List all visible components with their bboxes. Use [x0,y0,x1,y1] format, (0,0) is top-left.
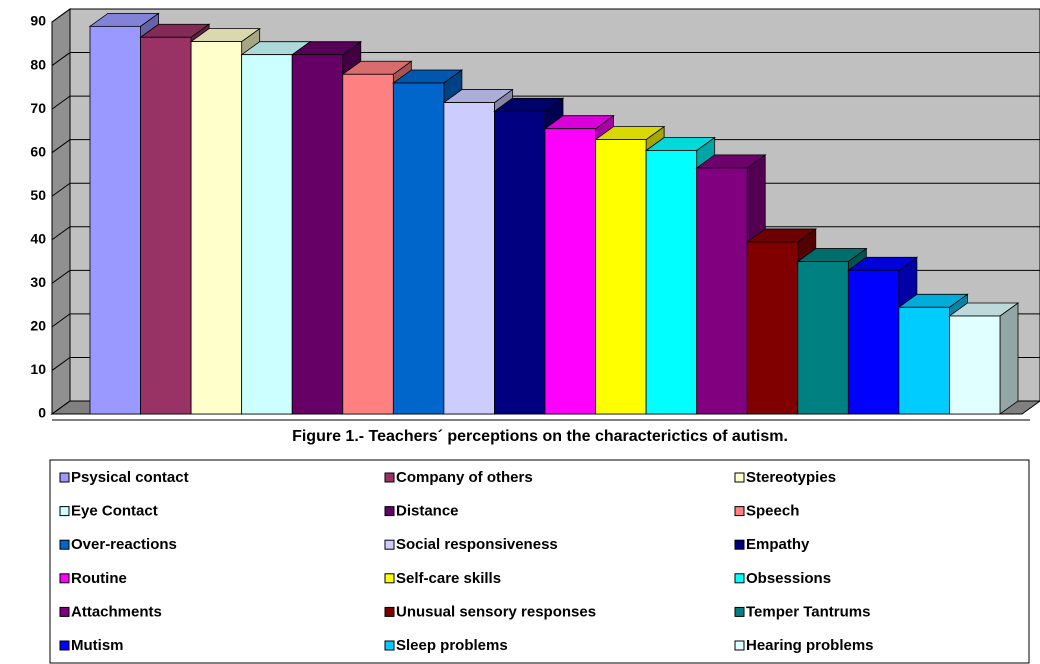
legend-swatch [384,573,395,584]
legend-swatch [59,472,70,483]
legend-label: Unusual sensory responses [396,603,596,620]
plot: 0 10 20 30 40 50 60 70 80 90 [30,8,1040,421]
y-tick-label: 70 [30,100,46,116]
legend-swatch [734,472,745,483]
bar [342,73,394,415]
bar [241,54,293,415]
bar [494,110,546,415]
bar [696,167,748,415]
y-tick-label: 20 [30,318,46,334]
legend-swatch [384,472,395,483]
legend-swatch [59,539,70,550]
bar [746,241,799,415]
legend-swatch [384,506,395,517]
legend-swatch [384,640,395,651]
legend-label: Stereotypies [746,469,836,486]
legend-swatch [734,606,745,617]
bar [949,315,1001,415]
bar [291,54,344,415]
grid-line [51,95,1040,110]
bar [898,306,950,415]
bar-side [999,302,1019,415]
bar [544,128,596,415]
legend-label: Mutism [71,637,124,654]
legend-label: Over-reactions [71,536,177,553]
grid-line [51,52,1040,66]
bar [392,82,445,415]
y-tick-label: 30 [30,274,46,290]
bar [847,269,900,415]
legend-label: Sleep problems [396,637,508,654]
bar [190,41,243,415]
legend-label: Attachments [71,603,162,620]
y-tick-label: 0 [38,405,46,421]
y-tick-label: 10 [30,361,46,377]
grid-line [51,139,1040,154]
legend-label: Speech [746,503,799,520]
y-tick-label: 40 [30,230,46,246]
legend-swatch [734,640,745,651]
y-tick-label: 90 [30,13,46,29]
legend-swatch [384,606,395,617]
legend-box [49,459,1030,664]
legend-swatch [59,640,70,651]
legend-label: Hearing problems [746,637,874,654]
legend-swatch [734,539,745,550]
side-wall [51,8,71,415]
bar [443,102,495,415]
legend-swatch [734,573,745,584]
legend-label: Temper Tantrums [746,603,870,620]
chart-title: Figure 1.- Teachers´ perceptions on the … [292,428,788,445]
legend-label: Routine [71,570,127,587]
legend-swatch [59,606,70,617]
legend-label: Social responsiveness [396,536,558,553]
legend-swatch [384,539,395,550]
y-tick-label: 80 [30,56,46,72]
grid-line [51,8,1040,23]
y-tick-label: 50 [30,187,46,203]
bar [797,261,849,415]
legend-label: Company of others [396,469,533,486]
legend-label: Empathy [746,536,810,553]
legend-swatch [59,573,70,584]
y-tick-label: 60 [30,143,46,159]
legend-label: Psysical contact [71,469,189,486]
legend-label: Distance [396,503,459,520]
legend-label: Self-care skills [396,570,501,587]
legend-label: Eye Contact [71,503,158,520]
bar [140,36,192,415]
bar [645,150,698,415]
bar [595,139,647,415]
bar [89,25,141,415]
legend-swatch [59,506,70,517]
legend-label: Obsessions [746,570,831,587]
legend-swatch [734,506,745,517]
